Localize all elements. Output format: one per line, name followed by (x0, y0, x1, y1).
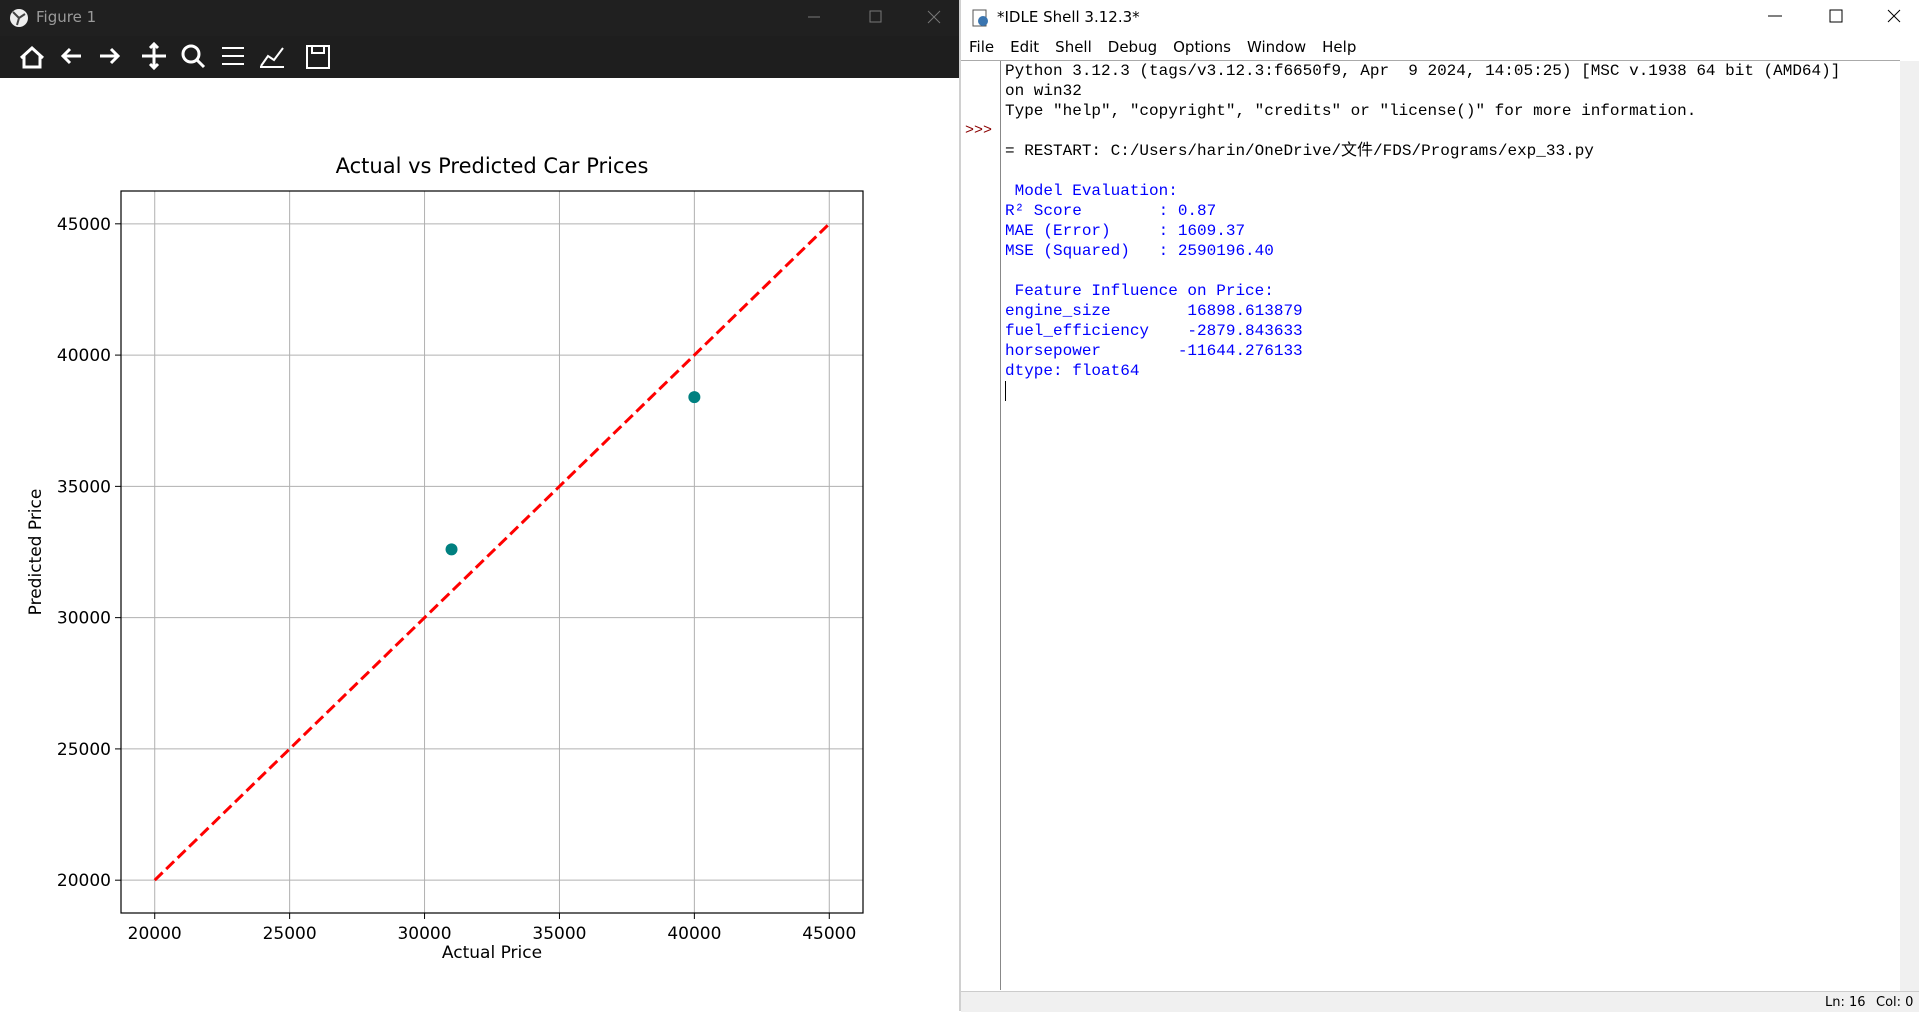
window-controls[interactable] (790, 0, 960, 36)
status-bar: Ln: 16 Col: 0 (961, 991, 1919, 1012)
menu-item[interactable]: File (969, 38, 995, 56)
blank-line (1005, 261, 1840, 281)
window-divider (959, 0, 961, 1011)
menu-item[interactable]: Window (1247, 38, 1307, 56)
window-controls[interactable] (1751, 0, 1919, 36)
shell-title: *IDLE Shell 3.12.3* (997, 8, 1140, 26)
scatter-point (688, 391, 701, 404)
blank-line (1005, 121, 1840, 141)
x-axis-label: Actual Price (442, 943, 542, 963)
y-tick-label: 30000 (57, 609, 111, 629)
text-cursor (1005, 381, 1006, 401)
shell-line: engine_size 16898.613879 (1005, 302, 1303, 320)
menu-bar: File Edit Shell Debug Options Window Help (961, 36, 1919, 60)
y-tick-label: 25000 (57, 740, 111, 760)
shell-line: dtype: float64 (1005, 362, 1140, 380)
shell-line: = RESTART: C:/Users/harin/OneDrive/文件/FD… (1005, 142, 1594, 160)
blank-line (1005, 161, 1840, 181)
y-tick-label: 35000 (57, 477, 111, 497)
x-tick-label: 25000 (263, 924, 317, 944)
figure-title: Figure 1 (36, 8, 97, 26)
status-line: Ln: 16 (1825, 995, 1866, 1010)
shell-line: on win32 (1005, 82, 1082, 100)
line-gutter (961, 61, 1001, 990)
chart: Actual vs Predicted Car Prices Actual Pr… (26, 154, 864, 963)
shell-output: Python 3.12.3 (tags/v3.12.3:f6650f9, Apr… (1005, 61, 1840, 401)
scatter-point (445, 543, 458, 556)
menu-item[interactable]: Help (1322, 38, 1357, 56)
shell-prompt: >>> (965, 122, 993, 139)
figure-title-bar: Figure 1 (0, 0, 960, 36)
shell-line: Python 3.12.3 (tags/v3.12.3:f6650f9, Apr… (1005, 62, 1841, 80)
menu-item[interactable]: Debug (1107, 38, 1158, 56)
shell-line: Model Evaluation: (1005, 182, 1178, 200)
y-tick-label: 45000 (57, 215, 111, 235)
shell-line: MSE (Squared) : 2590196.40 (1005, 242, 1274, 260)
plot-frame (120, 190, 864, 914)
reference-line (153, 222, 831, 882)
toolbar (0, 36, 960, 78)
x-tick-label: 35000 (532, 924, 586, 944)
shell-line: Type "help", "copyright", "credits" or "… (1005, 102, 1697, 120)
app-icon (972, 9, 988, 27)
shell-line: Feature Influence on Price: (1005, 282, 1274, 300)
shell-title-bar: *IDLE Shell 3.12.3* (961, 0, 1919, 36)
y-tick-label: 40000 (57, 346, 111, 366)
x-tick-label: 45000 (802, 924, 856, 944)
x-tick-label: 30000 (397, 924, 451, 944)
chart-title: Actual vs Predicted Car Prices (336, 154, 649, 178)
shell-text-area (961, 60, 1900, 991)
scrollbar[interactable] (1900, 61, 1919, 991)
y-axis-label: Predicted Price (26, 489, 46, 616)
shell-line: horsepower -11644.276133 (1005, 342, 1303, 360)
menu-item[interactable]: Shell (1055, 38, 1092, 56)
shell-line: MAE (Error) : 1609.37 (1005, 222, 1246, 240)
menu-item[interactable]: Edit (1010, 38, 1040, 56)
status-col: Col: 0 (1876, 995, 1914, 1010)
y-tick-label: 20000 (57, 871, 111, 891)
shell-line: R² Score : 0.87 (1005, 202, 1217, 220)
app-icon (10, 9, 28, 27)
x-tick-label: 20000 (128, 924, 182, 944)
toolbar-icons[interactable] (0, 36, 400, 78)
menu-item[interactable]: Options (1173, 38, 1231, 56)
shell-line: fuel_efficiency -2879.843633 (1005, 322, 1303, 340)
x-tick-label: 40000 (667, 924, 721, 944)
